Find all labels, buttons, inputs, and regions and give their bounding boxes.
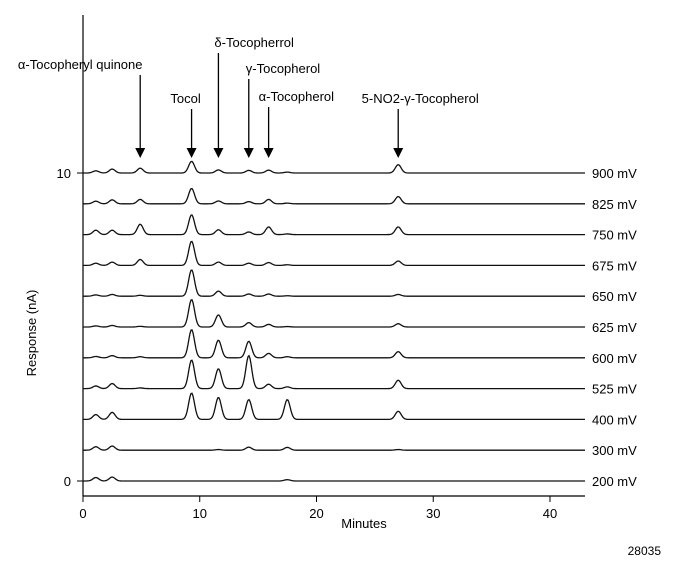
peak-arrow-head	[135, 148, 146, 158]
y-axis-label: Response (nA)	[24, 290, 39, 377]
trace-label: 900 mV	[592, 166, 637, 181]
trace-group	[83, 160, 585, 482]
trace-label: 825 mV	[592, 197, 637, 212]
peak-annotation-label: 5-NO2-γ-Tocopherol	[362, 91, 479, 106]
trace-labels: 900 mV 825 mV 750 mV 675 mV 650 mV 625 mV 600 …	[592, 166, 637, 489]
x-tick-label: 30	[426, 506, 440, 521]
peak-arrow-head	[213, 148, 224, 158]
trace-label: 650 mV	[592, 289, 637, 304]
peak-annotation-label: α-Tocopherol	[259, 89, 335, 104]
trace-line	[83, 392, 585, 421]
y-tick-label: 0	[64, 474, 71, 489]
peak-arrow-head	[186, 148, 197, 158]
peak-annotation-label: α-Tocopheryl quinone	[18, 57, 143, 72]
trace-label: 300 mV	[592, 443, 637, 458]
x-tick-label: 0	[79, 506, 86, 521]
trace-label: 600 mV	[592, 351, 637, 366]
trace-line	[83, 329, 585, 359]
trace-line	[83, 354, 585, 390]
trace-line	[83, 160, 585, 174]
figure-id: 28035	[627, 544, 661, 558]
peak-arrow-head	[243, 148, 254, 158]
trace-label: 750 mV	[592, 228, 637, 243]
trace-line	[83, 240, 585, 267]
peak-annotation-label: Tocol	[170, 91, 200, 106]
trace-line	[83, 476, 585, 482]
peak-annotations: α-Tocopheryl quinone Tocol δ-Tocopherrol γ-…	[18, 35, 479, 158]
trace-label: 200 mV	[592, 474, 637, 489]
trace-line	[83, 187, 585, 205]
trace-label: 525 mV	[592, 382, 637, 397]
peak-arrow-head	[263, 148, 274, 158]
axes: 0 10 20 30 40 10 0	[57, 15, 585, 521]
trace-label: 625 mV	[592, 320, 637, 335]
trace-line	[83, 445, 585, 451]
peak-arrow-head	[393, 148, 404, 158]
x-axis-label: Minutes	[341, 516, 387, 531]
y-tick-label: 10	[57, 166, 71, 181]
x-tick-label: 10	[193, 506, 207, 521]
x-tick-label: 40	[543, 506, 557, 521]
trace-label: 400 mV	[592, 412, 637, 427]
trace-line	[83, 214, 585, 236]
trace-line	[83, 299, 585, 328]
trace-label: 675 mV	[592, 258, 637, 273]
peak-annotation-label: γ-Tocopherol	[246, 61, 321, 76]
trace-line	[83, 269, 585, 297]
peak-annotation-label: δ-Tocopherrol	[214, 35, 294, 50]
x-tick-label: 20	[309, 506, 323, 521]
